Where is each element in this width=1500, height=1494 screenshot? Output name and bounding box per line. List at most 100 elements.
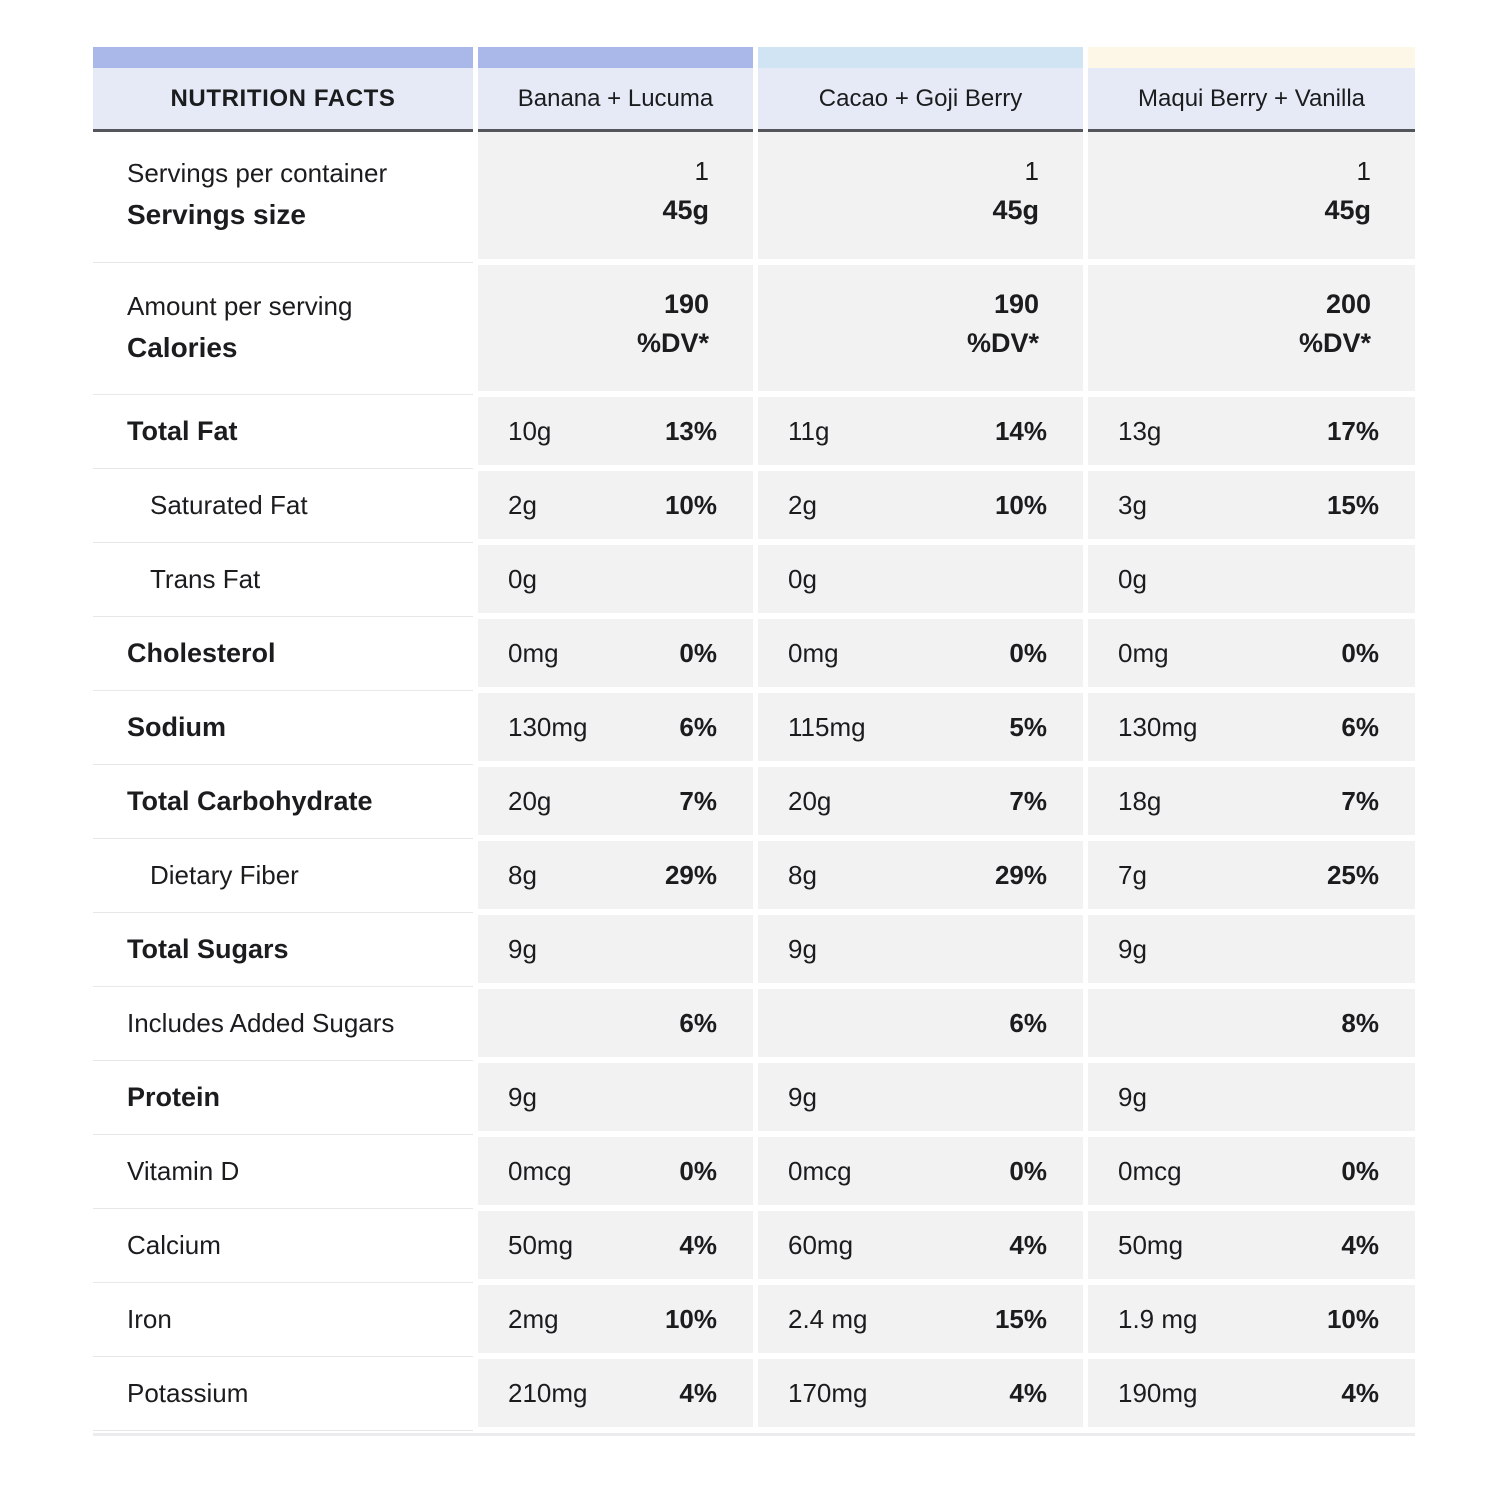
- nutrient-label: Dietary Fiber: [93, 841, 473, 913]
- nutrient-daily-value: 0%: [1009, 1155, 1047, 1186]
- calories-value: 200: [1325, 289, 1371, 319]
- nutrient-value-cell: 130mg 6%: [1088, 693, 1415, 761]
- nutrient-label: Calcium: [93, 1211, 473, 1283]
- table-header-row: NUTRITION FACTS Banana + Lucuma Cacao + …: [93, 68, 1415, 132]
- color-bar-maqui-vanilla: [1088, 47, 1415, 68]
- nutrient-value-cell: 170mg 4%: [758, 1359, 1083, 1427]
- nutrient-daily-value: 10%: [664, 489, 717, 520]
- nutrient-amount: 9g: [508, 933, 537, 964]
- column-header-cacao-goji: Cacao + Goji Berry: [758, 68, 1083, 132]
- nutrient-amount: 20g: [508, 785, 552, 816]
- nutrient-amount: 9g: [788, 1081, 817, 1112]
- nutrient-label: Potassium: [93, 1359, 473, 1431]
- nutrient-value-cell: 2g 10%: [758, 471, 1083, 539]
- nutrient-value-cell: 9g: [478, 915, 753, 983]
- nutrient-daily-value: 4%: [1009, 1229, 1047, 1260]
- nutrient-label: Vitamin D: [93, 1137, 473, 1209]
- nutrient-value-cell: 7g 25%: [1088, 841, 1415, 909]
- nutrient-amount: 210mg: [508, 1377, 588, 1408]
- calories-heading: Calories: [127, 332, 238, 363]
- nutrient-value-cell: 0g: [758, 545, 1083, 613]
- nutrient-amount: 0mcg: [1118, 1155, 1182, 1186]
- nutrient-daily-value: 15%: [994, 1303, 1047, 1334]
- nutrient-daily-value: 7%: [1341, 785, 1379, 816]
- nutrient-label: Sodium: [93, 693, 473, 765]
- nutrient-value-cell: 0mcg 0%: [478, 1137, 753, 1205]
- servings-count: 1: [1356, 156, 1371, 186]
- nutrient-row: Saturated Fat 2g 10% 2g 10% 3g 15%: [93, 471, 1415, 543]
- servings-size-label: Servings size: [127, 199, 306, 230]
- nutrient-value-cell: 20g 7%: [758, 767, 1083, 835]
- calories-value: 190: [663, 289, 709, 319]
- amount-per-serving-label: Amount per serving: [127, 291, 353, 321]
- nutrient-row: Total Carbohydrate 20g 7% 20g 7% 18g 7%: [93, 767, 1415, 839]
- nutrient-value-cell: 6%: [758, 989, 1083, 1057]
- nutrient-amount: 9g: [1118, 933, 1147, 964]
- nutrient-row: Potassium 210mg 4% 170mg 4% 190mg 4%: [93, 1359, 1415, 1431]
- nutrient-row: Total Sugars 9g 9g 9g: [93, 915, 1415, 987]
- nutrient-value-cell: 0g: [478, 545, 753, 613]
- calories-value: 190: [993, 289, 1039, 319]
- nutrient-row: Total Fat 10g 13% 11g 14% 13g 17%: [93, 397, 1415, 469]
- nutrient-value-cell: 2.4 mg 15%: [758, 1285, 1083, 1353]
- servings-label: Servings per container Servings size: [93, 132, 473, 263]
- serving-size-value: 45g: [662, 195, 709, 225]
- nutrient-label: Cholesterol: [93, 619, 473, 691]
- color-bar-label-column: [93, 47, 473, 68]
- nutrient-amount: 0mcg: [508, 1155, 572, 1186]
- nutrient-amount: 170mg: [788, 1377, 868, 1408]
- nutrient-amount: 50mg: [1118, 1229, 1184, 1260]
- table-title: NUTRITION FACTS: [93, 68, 473, 132]
- calories-value-cell: 190 %DV*: [758, 265, 1083, 391]
- nutrient-value-cell: 9g: [1088, 1063, 1415, 1131]
- nutrient-amount: 20g: [788, 785, 832, 816]
- nutrient-row: Trans Fat 0g 0g 0g: [93, 545, 1415, 617]
- nutrient-label: Protein: [93, 1063, 473, 1135]
- nutrient-daily-value: 10%: [994, 489, 1047, 520]
- nutrient-amount: 9g: [508, 1081, 537, 1112]
- servings-value-cell: 1 45g: [478, 132, 753, 259]
- nutrient-label: Total Carbohydrate: [93, 767, 473, 839]
- nutrient-value-cell: 190mg 4%: [1088, 1359, 1415, 1427]
- nutrient-row: Iron 2mg 10% 2.4 mg 15% 1.9 mg 10%: [93, 1285, 1415, 1357]
- calories-value-cell: 190 %DV*: [478, 265, 753, 391]
- nutrient-amount: 0mg: [508, 637, 559, 668]
- servings-count: 1: [694, 156, 709, 186]
- nutrient-row: Includes Added Sugars 6% 6% 8%: [93, 989, 1415, 1061]
- nutrient-value-cell: 50mg 4%: [478, 1211, 753, 1279]
- nutrient-daily-value: 6%: [679, 711, 717, 742]
- dv-column-heading: %DV*: [1298, 328, 1371, 358]
- nutrient-row: Dietary Fiber 8g 29% 8g 29% 7g 25%: [93, 841, 1415, 913]
- nutrient-amount: 1.9 mg: [1118, 1303, 1198, 1334]
- nutrient-value-cell: 9g: [758, 915, 1083, 983]
- nutrient-amount: 0g: [788, 563, 817, 594]
- nutrient-daily-value: 0%: [1341, 1155, 1379, 1186]
- serving-size-value: 45g: [1324, 195, 1371, 225]
- nutrient-amount: 10g: [508, 415, 552, 446]
- servings-per-container-label: Servings per container: [127, 158, 388, 188]
- nutrient-daily-value: 29%: [664, 859, 717, 890]
- nutrient-value-cell: 210mg 4%: [478, 1359, 753, 1427]
- servings-value-cell: 1 45g: [758, 132, 1083, 259]
- nutrient-amount: 130mg: [1118, 711, 1198, 742]
- nutrient-amount: 0mg: [1118, 637, 1169, 668]
- nutrient-amount: 0mcg: [788, 1155, 852, 1186]
- nutrient-amount: 2mg: [508, 1303, 559, 1334]
- nutrient-amount: 130mg: [508, 711, 588, 742]
- nutrient-value-cell: 11g 14%: [758, 397, 1083, 465]
- color-bar-banana-lucuma: [478, 47, 753, 68]
- nutrient-value-cell: 9g: [1088, 915, 1415, 983]
- nutrient-daily-value: 7%: [679, 785, 717, 816]
- nutrient-daily-value: 6%: [1341, 711, 1379, 742]
- nutrient-value-cell: 9g: [758, 1063, 1083, 1131]
- nutrient-value-cell: 0mg 0%: [1088, 619, 1415, 687]
- servings-count: 1: [1024, 156, 1039, 186]
- nutrient-row: Vitamin D 0mcg 0% 0mcg 0% 0mcg 0%: [93, 1137, 1415, 1209]
- table-bottom-divider: [93, 1433, 1415, 1436]
- nutrient-amount: 190mg: [1118, 1377, 1198, 1408]
- nutrient-value-cell: 0mcg 0%: [1088, 1137, 1415, 1205]
- nutrient-label: Total Fat: [93, 397, 473, 469]
- nutrient-daily-value: 29%: [994, 859, 1047, 890]
- nutrient-daily-value: 4%: [679, 1229, 717, 1260]
- nutrient-value-cell: 9g: [478, 1063, 753, 1131]
